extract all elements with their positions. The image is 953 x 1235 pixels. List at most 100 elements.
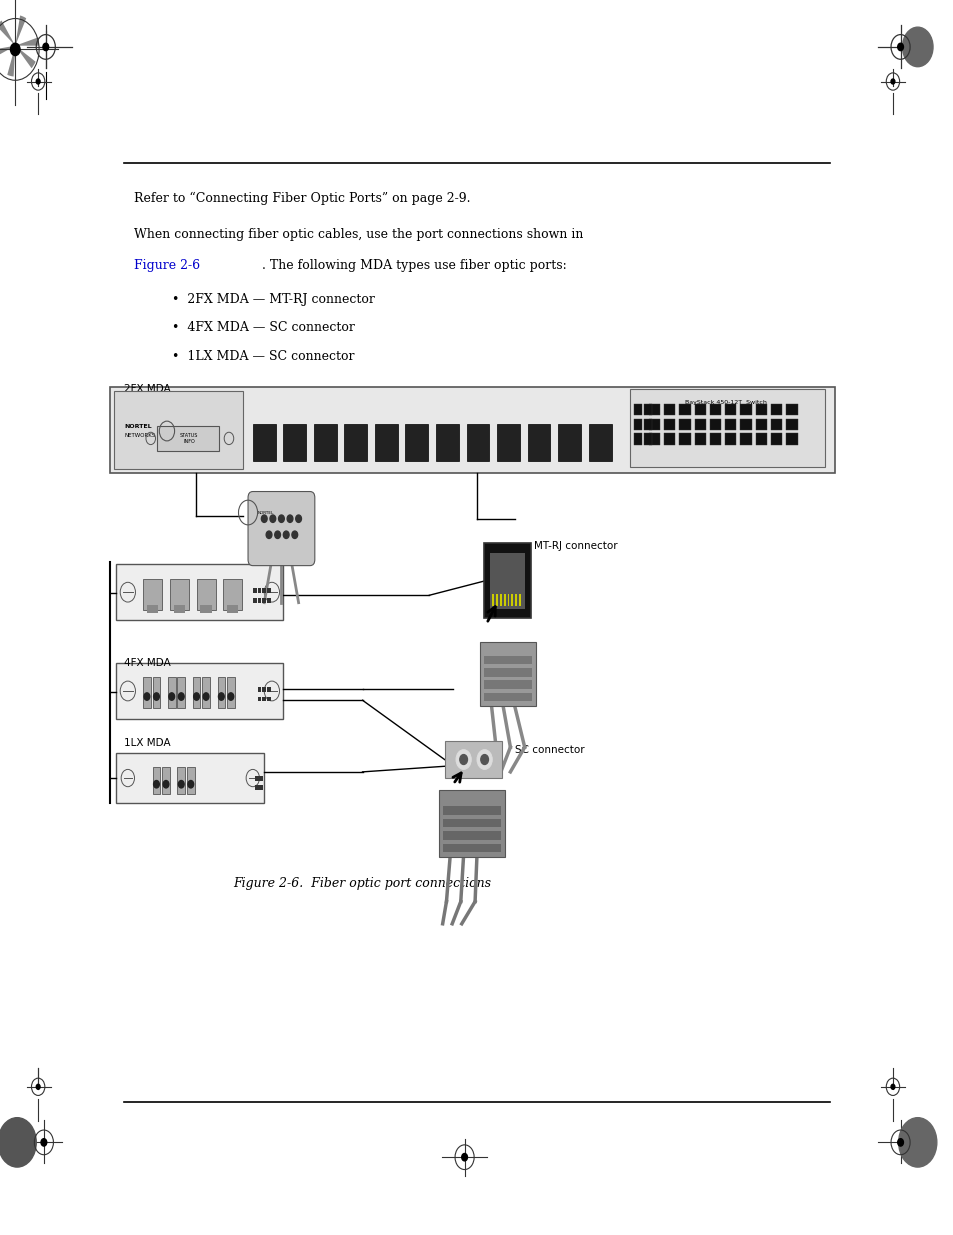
Bar <box>143 677 151 708</box>
Bar <box>170 579 189 610</box>
Circle shape <box>193 693 199 700</box>
FancyBboxPatch shape <box>110 387 834 473</box>
Bar <box>267 687 271 692</box>
Bar <box>375 424 397 461</box>
Bar <box>709 419 720 430</box>
Bar <box>444 741 501 778</box>
Bar <box>785 419 797 430</box>
Bar <box>724 419 736 430</box>
Bar <box>152 677 160 708</box>
Circle shape <box>203 693 209 700</box>
Text: NORTEL: NORTEL <box>257 510 274 515</box>
Bar <box>267 598 271 603</box>
Circle shape <box>898 1118 936 1167</box>
Bar <box>634 404 641 415</box>
FancyArrowPatch shape <box>487 606 495 621</box>
Bar <box>257 588 261 593</box>
Bar <box>466 424 489 461</box>
Circle shape <box>476 750 492 769</box>
Bar <box>755 433 766 445</box>
Bar <box>267 588 271 593</box>
Bar <box>344 424 367 461</box>
Circle shape <box>459 755 467 764</box>
Bar <box>257 598 261 603</box>
Bar <box>157 426 219 451</box>
Circle shape <box>890 79 894 84</box>
Circle shape <box>178 693 184 700</box>
Bar <box>283 424 306 461</box>
Bar <box>253 424 275 461</box>
Circle shape <box>266 531 272 538</box>
Bar <box>162 767 170 794</box>
Bar <box>694 419 705 430</box>
Circle shape <box>163 781 169 788</box>
Bar <box>709 404 720 415</box>
Bar <box>227 605 238 613</box>
Circle shape <box>902 27 932 67</box>
Bar <box>442 806 500 815</box>
Text: Refer to “Connecting Fiber Optic Ports” on page 2-9.: Refer to “Connecting Fiber Optic Ports” … <box>133 191 470 205</box>
Bar <box>262 598 266 603</box>
Bar <box>740 404 751 415</box>
Wedge shape <box>15 46 35 68</box>
Bar <box>527 424 550 461</box>
Circle shape <box>0 1118 36 1167</box>
Circle shape <box>36 79 40 84</box>
Text: STATUS
INFO: STATUS INFO <box>179 433 198 443</box>
Text: BayStack 450-12T  Switch: BayStack 450-12T Switch <box>684 400 766 405</box>
Bar <box>740 433 751 445</box>
Bar <box>259 776 263 781</box>
Bar <box>253 598 256 603</box>
Circle shape <box>897 1139 902 1146</box>
Circle shape <box>36 1084 40 1089</box>
Bar <box>483 656 532 664</box>
Wedge shape <box>0 46 15 58</box>
Bar <box>147 605 158 613</box>
FancyArrowPatch shape <box>453 773 460 782</box>
Bar <box>679 404 690 415</box>
Bar <box>442 831 500 840</box>
Wedge shape <box>0 21 15 46</box>
Bar <box>643 419 651 430</box>
Bar <box>518 594 520 606</box>
Bar <box>588 424 611 461</box>
Bar <box>496 594 497 606</box>
Bar <box>143 579 162 610</box>
Circle shape <box>278 515 284 522</box>
Bar <box>196 579 215 610</box>
Bar <box>634 433 641 445</box>
Bar <box>254 580 274 605</box>
Bar <box>490 553 524 609</box>
Bar <box>634 419 641 430</box>
Bar <box>724 433 736 445</box>
Bar <box>507 594 509 606</box>
Bar <box>770 433 781 445</box>
Bar <box>558 424 580 461</box>
Bar <box>187 767 194 794</box>
Bar <box>168 677 175 708</box>
Text: MT-RJ connector: MT-RJ connector <box>534 541 618 551</box>
Bar <box>257 687 261 692</box>
Circle shape <box>270 515 275 522</box>
Bar <box>217 677 225 708</box>
Bar <box>483 680 532 689</box>
Circle shape <box>178 781 184 788</box>
Circle shape <box>480 755 488 764</box>
Circle shape <box>153 781 159 788</box>
Bar <box>262 697 266 701</box>
Text: SC connector: SC connector <box>515 745 584 755</box>
Circle shape <box>890 1084 894 1089</box>
Bar <box>177 767 185 794</box>
Bar <box>511 594 513 606</box>
Circle shape <box>283 531 289 538</box>
Bar <box>442 819 500 827</box>
Bar <box>227 677 234 708</box>
Bar <box>770 419 781 430</box>
Circle shape <box>169 693 174 700</box>
Text: •  1LX MDA — SC connector: • 1LX MDA — SC connector <box>172 350 354 363</box>
FancyBboxPatch shape <box>248 492 314 566</box>
Bar <box>314 424 336 461</box>
FancyBboxPatch shape <box>438 790 504 857</box>
Text: Figure 2-6: Figure 2-6 <box>133 259 199 273</box>
Bar <box>492 594 494 606</box>
